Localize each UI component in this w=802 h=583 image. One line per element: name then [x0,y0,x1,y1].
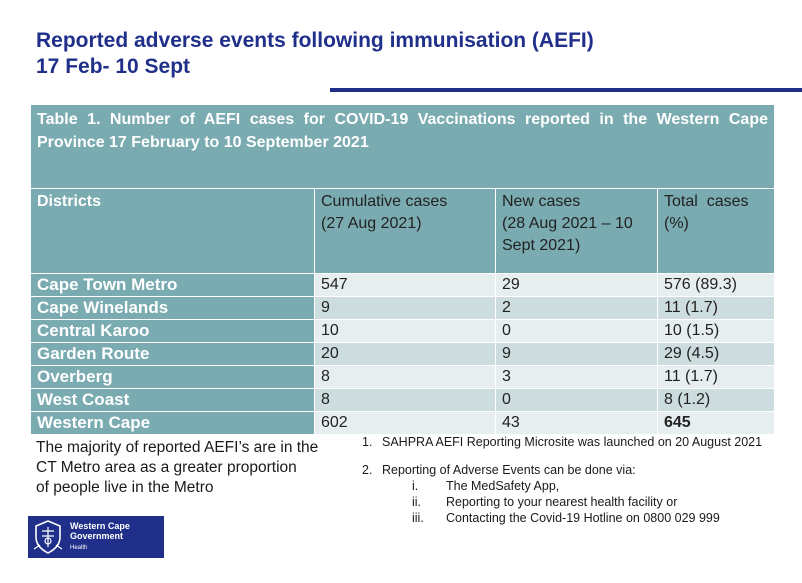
row-total: 29 (4.5) [657,342,775,366]
table-row-total: Western Cape 602 43 645 [30,411,775,435]
header-new: New cases (28 Aug 2021 – 10 Sept 2021) [495,188,658,274]
header-cumulative-line2: (27 Aug 2021) [321,215,422,232]
title-line-2: 17 Feb- 10 Sept [36,55,191,78]
row-total: 8 (1.2) [657,388,775,412]
header-cumulative: Cumulative cases (27 Aug 2021) [314,188,496,274]
row-new: 9 [495,342,658,366]
row-cumulative: 8 [314,365,496,389]
row-total: 576 (89.3) [657,273,775,297]
row-cumulative: 10 [314,319,496,343]
slide-title: Reported adverse events following immuni… [36,28,594,80]
table-row: Overberg 8 3 11 (1.7) [30,365,775,389]
row-new: 3 [495,365,658,389]
western-cape-government-logo: Western Cape Government Health [28,516,164,558]
reporting-notes: 1. SAHPRA AEFI Reporting Microsite was l… [362,434,802,526]
note-number: 2. [362,463,373,477]
row-total: 11 (1.7) [657,296,775,320]
note-item-1: 1. SAHPRA AEFI Reporting Microsite was l… [362,434,802,450]
row-district: Cape Winelands [30,296,315,320]
note-item-2: 2. Reporting of Adverse Events can be do… [362,462,802,478]
row-new: 0 [495,319,658,343]
logo-line2: Government [70,531,124,541]
row-cumulative: 8 [314,388,496,412]
list-item: iii. Contacting the Covid-19 Hotline on … [412,510,802,526]
logo-line3: Health [70,545,88,551]
metro-note-line3: of people live in the Metro [36,479,214,496]
row-cumulative: 547 [314,273,496,297]
list-text: Contacting the Covid-19 Hotline on 0800 … [446,511,720,525]
table-header-row: Districts Cumulative cases (27 Aug 2021)… [30,188,775,274]
row-new: 2 [495,296,658,320]
metro-note-line2: CT Metro area as a greater proportion [36,459,297,476]
row-district: Central Karoo [30,319,315,343]
row-cumulative: 9 [314,296,496,320]
note-text: Reporting of Adverse Events can be done … [382,463,636,477]
header-new-line1: New cases [502,193,581,210]
header-cumulative-line1: Cumulative cases [321,193,448,210]
table-row: Garden Route 20 9 29 (4.5) [30,342,775,366]
row-district: Garden Route [30,342,315,366]
row-district: Western Cape [30,411,315,435]
list-item: i. The MedSafety App, [412,478,802,494]
header-districts: Districts [30,188,315,274]
table-row: West Coast 8 0 8 (1.2) [30,388,775,412]
reporting-methods-list: i. The MedSafety App, ii. Reporting to y… [362,478,802,526]
row-new: 29 [495,273,658,297]
list-marker: i. [412,479,419,493]
metro-note: The majority of reported AEFI’s are in t… [36,438,356,498]
header-total-line1: Total cases [664,193,749,210]
row-total: 645 [657,411,775,435]
coat-of-arms-icon [33,520,63,554]
header-new-line3: Sept 2021) [502,237,581,254]
row-cumulative: 20 [314,342,496,366]
note-text: SAHPRA AEFI Reporting Microsite was laun… [382,435,763,449]
row-district: Overberg [30,365,315,389]
row-total: 10 (1.5) [657,319,775,343]
row-district: Cape Town Metro [30,273,315,297]
table-row: Central Karoo 10 0 10 (1.5) [30,319,775,343]
header-total: Total cases (%) [657,188,775,274]
table-row: Cape Winelands 9 2 11 (1.7) [30,296,775,320]
row-total: 11 (1.7) [657,365,775,389]
row-new: 43 [495,411,658,435]
title-line-1: Reported adverse events following immuni… [36,29,594,52]
list-text: The MedSafety App, [446,479,560,493]
aefi-table-container: Table 1. Number of AEFI cases for COVID-… [30,104,775,435]
header-new-line2: (28 Aug 2021 – 10 [502,215,633,232]
list-text: Reporting to your nearest health facilit… [446,495,678,509]
metro-note-line1: The majority of reported AEFI’s are in t… [36,439,319,456]
row-new: 0 [495,388,658,412]
note-number: 1. [362,435,373,449]
list-item: ii. Reporting to your nearest health fac… [412,494,802,510]
table-caption: Table 1. Number of AEFI cases for COVID-… [30,104,775,189]
table-row: Cape Town Metro 547 29 576 (89.3) [30,273,775,297]
list-marker: iii. [412,511,424,525]
header-total-line2: (%) [664,215,689,232]
logo-text: Western Cape Government Health [70,521,130,553]
row-cumulative: 602 [314,411,496,435]
logo-line1: Western Cape [70,521,130,531]
row-district: West Coast [30,388,315,412]
list-marker: ii. [412,495,422,509]
title-underline-bar [330,88,802,92]
aefi-table: Table 1. Number of AEFI cases for COVID-… [30,104,775,435]
